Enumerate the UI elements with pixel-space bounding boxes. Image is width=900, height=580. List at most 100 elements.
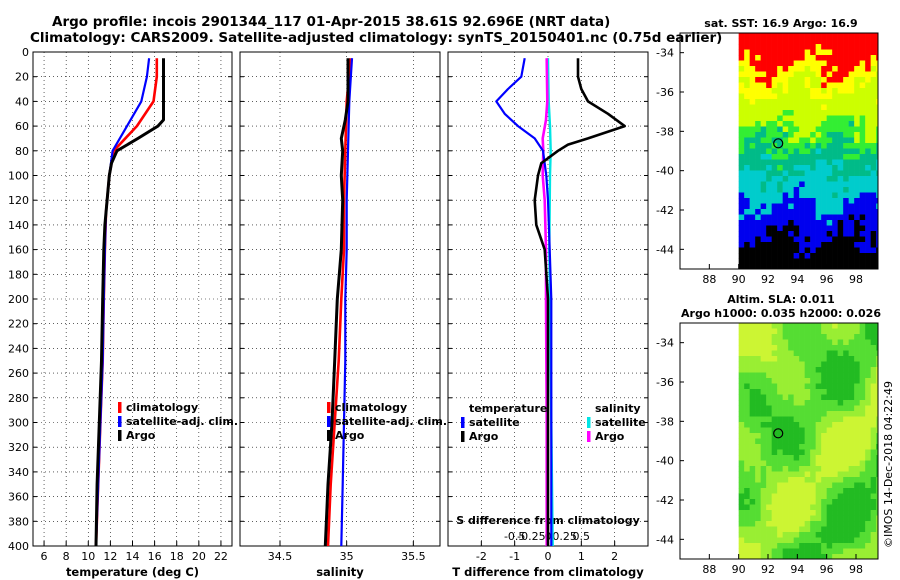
map-cell [804,515,811,522]
map-cell [799,356,805,362]
map-cell [865,93,871,100]
map-cell [870,345,877,351]
map-cell [788,444,794,450]
map-cell [755,82,761,89]
legend-item-swatch [118,416,122,427]
map-cell [837,422,844,428]
map-cell [854,455,860,461]
map-cell [777,356,783,362]
map-cell [848,93,855,100]
map-cell [755,214,761,221]
map-cell [832,372,838,379]
map-cell [777,148,783,155]
map-cell [859,323,866,329]
map-cell [837,187,844,193]
map-cell [788,181,794,188]
map-cell [799,192,805,199]
map-cell [804,427,811,434]
map-cell [876,510,879,516]
map-cell [826,148,833,155]
map-cell [799,350,805,357]
map-cell [760,515,767,522]
legend-temperature-satellite-swatch [461,417,465,428]
map-cell [876,537,879,544]
map-cell [744,405,750,412]
map-cell [766,449,772,456]
map-cell [815,548,822,555]
map-cell [788,198,794,204]
map-cell [859,526,866,533]
map-cell [837,33,844,39]
map-cell [876,405,879,412]
map-cell [788,159,794,166]
map-cell [854,444,860,450]
map-cell [876,176,879,182]
map-cell [771,60,778,67]
map-cell [755,110,761,116]
map-cell [755,389,761,395]
map-cell [804,548,811,555]
map-cell [766,455,772,461]
map-cell [865,154,871,160]
map-cell [804,231,811,237]
map-cell [760,460,767,467]
map-cell [870,60,877,67]
map-cell [771,554,778,560]
map-cell [749,187,756,193]
map-cell [777,345,783,351]
map-cell [826,203,833,210]
map-cell [749,427,756,434]
map-cell [799,482,805,489]
map-cell [826,482,833,489]
map-cell [815,187,822,193]
map-cell [777,411,783,417]
map-cell [826,378,833,384]
map-cell [810,258,816,265]
map-cell [848,88,855,94]
x-tick-label: 35.5 [401,550,426,563]
map-cell [760,192,767,199]
map-cell [826,367,833,373]
map-cell [865,170,871,177]
map-cell [788,367,794,373]
map-cell [837,60,844,67]
map-cell [859,378,866,384]
map-cell [815,328,822,335]
map-cell [854,60,860,67]
map-cell [876,253,879,259]
map-cell [804,537,811,544]
map-cell [788,411,794,417]
map-cell [766,521,772,527]
map-cell [744,345,750,351]
map-cell [804,49,811,56]
map-cell [815,460,822,467]
map-cell [788,192,794,199]
map-cell [821,44,827,50]
x-tick-label: 35 [340,550,354,563]
map-cell [821,328,827,335]
map-cell [799,328,805,335]
map-cell [738,361,745,368]
map-cell [821,77,827,83]
map-cell [821,170,827,177]
map-cell [804,521,811,527]
map-cell [788,203,794,210]
map-cell [760,405,767,412]
map-cell [749,471,756,478]
map-cell [865,44,871,50]
map-cell [749,482,756,489]
map-cell [766,159,772,166]
map-cell [821,55,827,61]
map-cell [771,159,778,166]
map-cell [837,247,844,254]
map-cell [766,137,772,144]
map-cell [876,38,879,45]
y-tick-label: 120 [8,194,29,207]
map-cell [832,198,838,204]
map-cell [788,455,794,461]
map-cell [793,477,800,483]
map-x-tick-label: 90 [732,273,746,286]
map-cell [744,110,750,116]
title-line-2: Climatology: CARS2009. Satellite-adjuste… [30,30,722,46]
map-cell [777,422,783,428]
